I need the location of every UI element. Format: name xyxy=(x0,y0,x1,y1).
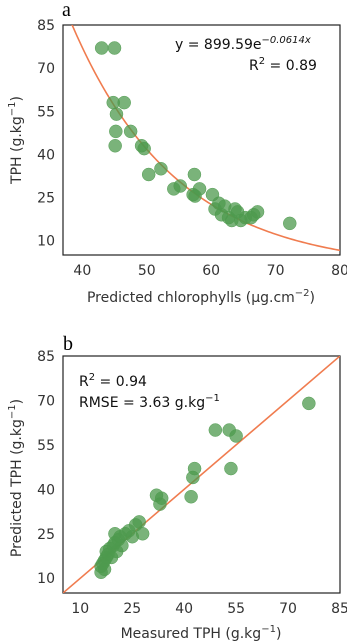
y-tick-label: 10 xyxy=(37,571,55,587)
data-point xyxy=(94,41,109,55)
data-point xyxy=(154,162,168,176)
y-axis-label-a: TPH (g.kg−1) xyxy=(7,96,25,185)
data-point xyxy=(187,167,202,182)
plot-frame-a xyxy=(62,24,341,256)
x-tick-label: 25 xyxy=(123,601,141,617)
plot-frame-b xyxy=(62,355,341,594)
x-tick-label: 10 xyxy=(71,601,89,617)
data-point xyxy=(137,141,151,156)
x-tick-label: 70 xyxy=(279,601,297,617)
x-tick-label: 85 xyxy=(331,601,347,617)
data-points-a xyxy=(94,41,297,231)
y-axis-label-b: Predicted TPH (g.kg−1) xyxy=(7,399,25,557)
panel-label-b: b xyxy=(63,333,73,355)
y-tick-label: 40 xyxy=(37,482,55,498)
data-point xyxy=(135,527,150,541)
data-point xyxy=(109,124,123,139)
data-point xyxy=(154,491,169,505)
y-tick-labels-b: 10 25 40 55 70 85 xyxy=(37,349,55,587)
y-tick-label: 55 xyxy=(37,438,55,454)
x-tick-label: 40 xyxy=(175,601,193,617)
data-point xyxy=(184,489,198,504)
y-tick-label: 25 xyxy=(37,191,55,207)
x-tick-label: 70 xyxy=(267,263,285,279)
data-point xyxy=(187,461,202,476)
data-point xyxy=(192,182,207,196)
x-tick-label: 80 xyxy=(331,263,347,279)
x-tick-label: 50 xyxy=(138,263,156,279)
panel-b: b 10 25 40 55 70 85 10 25 40 55 70 85 R2 = 0.94 RM… xyxy=(7,333,347,642)
data-point xyxy=(123,124,138,139)
data-point xyxy=(107,41,122,55)
x-axis-label-a: Predicted chlorophylls (µg.cm−2) xyxy=(87,288,315,306)
data-point xyxy=(108,139,122,153)
y-tick-label: 85 xyxy=(37,349,55,365)
data-point xyxy=(250,205,265,219)
data-point xyxy=(302,396,316,411)
x-axis-label-b: Measured TPH (g.kg−1) xyxy=(121,624,282,642)
r-squared-a: R2 = 0.89 xyxy=(249,56,317,74)
data-point xyxy=(229,429,243,443)
y-tick-labels-a: 10 25 40 55 70 85 xyxy=(37,18,55,250)
data-point xyxy=(109,107,124,121)
data-point xyxy=(283,216,297,231)
y-tick-label: 55 xyxy=(37,104,55,120)
data-points-b xyxy=(94,396,316,580)
data-point xyxy=(224,461,238,476)
x-tick-labels-b: 10 25 40 55 70 85 xyxy=(71,601,347,617)
r-squared-b: R2 = 0.94 xyxy=(79,372,147,390)
y-tick-label: 40 xyxy=(37,147,55,163)
data-point xyxy=(132,515,146,529)
data-point xyxy=(117,95,131,110)
x-tick-label: 55 xyxy=(227,601,245,617)
data-point xyxy=(208,423,223,437)
panel-label-a: a xyxy=(62,0,71,21)
x-tick-labels-a: 40 50 60 70 80 xyxy=(73,263,347,279)
x-tick-label: 60 xyxy=(202,263,220,279)
data-point xyxy=(141,167,156,182)
y-tick-label: 10 xyxy=(37,234,55,250)
data-point xyxy=(115,538,129,553)
x-tick-label: 40 xyxy=(73,263,91,279)
rmse-b: RMSE = 3.63 g.kg−1 xyxy=(79,393,220,411)
y-tick-label: 70 xyxy=(37,393,55,409)
equation-a: y = 899.59e−0.0614x xyxy=(175,35,311,53)
y-tick-label: 70 xyxy=(37,61,55,77)
panel-a: a 10 25 40 55 70 85 40 50 60 70 80 y = 899.59e−0.… xyxy=(7,0,347,306)
y-tick-label: 85 xyxy=(37,18,55,34)
y-tick-label: 25 xyxy=(37,527,55,543)
data-point xyxy=(173,179,187,193)
